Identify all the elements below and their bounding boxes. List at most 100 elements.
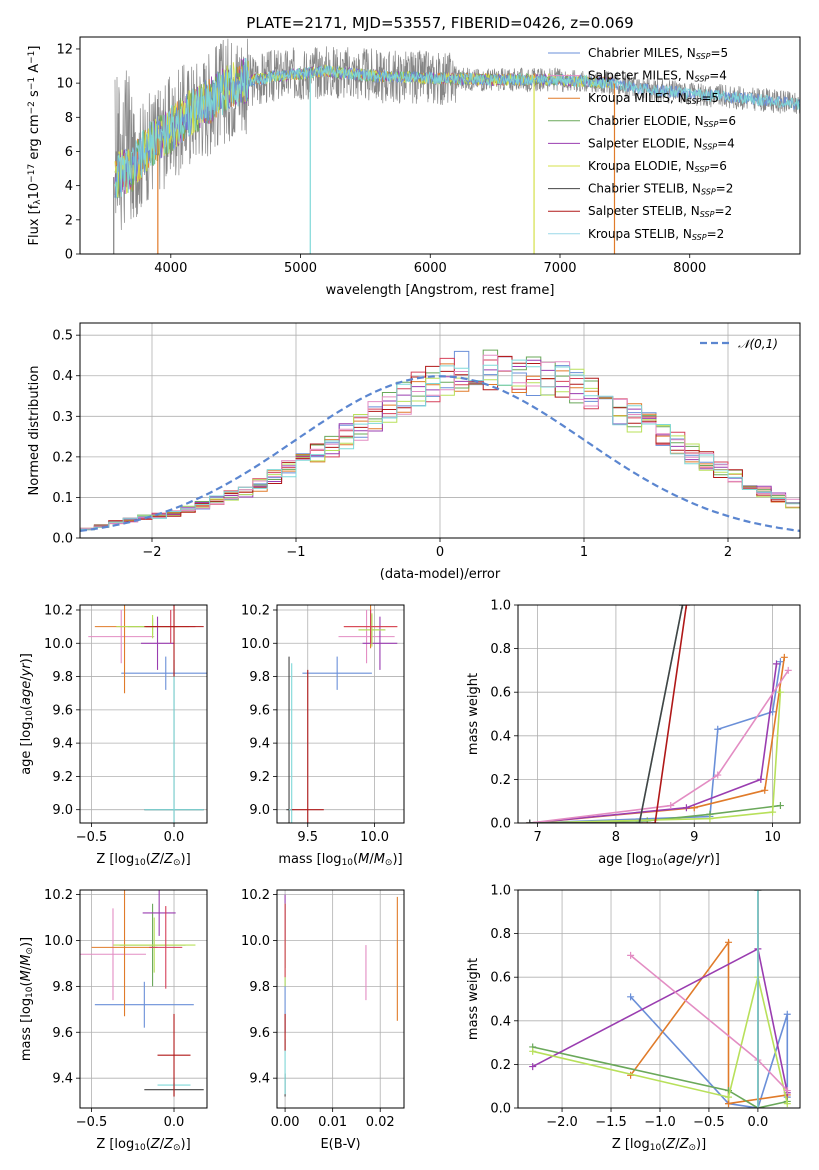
weight-point-marker: [679, 605, 686, 609]
weight-point-marker: [627, 951, 635, 959]
y-tick-label: 9.6: [52, 1026, 73, 1041]
y-tick-label: 0.0: [490, 1102, 511, 1117]
weight-point-marker: [757, 775, 765, 783]
weight-point-marker: [776, 658, 784, 666]
y-tick-label: 10.2: [44, 888, 73, 903]
y-tick-label: 10.0: [44, 934, 73, 949]
y-tick-label: 0.2: [490, 773, 511, 788]
y-tick-label: 9.4: [249, 737, 270, 752]
weight-series-line: [630, 996, 789, 1108]
y-axis-label: mass weight: [466, 673, 481, 755]
histogram-step: [80, 359, 800, 538]
weight-point-marker: [780, 653, 788, 661]
x-axis-label: (data-model)/error: [380, 567, 501, 582]
x-tick-label: 1: [580, 545, 588, 560]
x-tick-label: −2: [142, 545, 161, 560]
x-tick-label: 7000: [543, 261, 576, 276]
weight-series-line: [529, 669, 789, 823]
weight-point-marker: [529, 1063, 537, 1071]
x-axis-label: mass [log10(M/M⊙)]: [278, 852, 402, 868]
weight-point-marker: [725, 1093, 733, 1101]
y-tick-label: 10.0: [241, 934, 270, 949]
weight-point-marker: [725, 1100, 733, 1108]
y-tick-label: 10.2: [44, 603, 73, 618]
legend-label: Salpeter MILES, NSSP=4: [588, 69, 727, 84]
chart-title: PLATE=2171, MJD=53557, FIBERID=0426, z=0…: [246, 14, 633, 32]
weight-point-marker: [773, 660, 780, 668]
y-tick-label: 0.4: [490, 729, 511, 744]
y-tick-label: 0.6: [490, 971, 511, 986]
x-axis-label: Z [log10(Z/Z⊙)]: [96, 1137, 190, 1153]
panel-weight-vs-Z: −2.0 −1.5 −1.0 −0.5 0.0 0.0 0.2 0.4 0.6 0.8 1.0 Z […: [466, 884, 801, 1153]
x-tick-label: 5000: [284, 261, 317, 276]
y-tick-label: 0.8: [490, 642, 511, 657]
x-tick-label: 9: [690, 830, 698, 845]
weight-point-marker: [667, 802, 675, 810]
weight-point-marker: [769, 808, 777, 816]
x-tick-label: 9.5: [297, 830, 318, 845]
weight-series-line: [529, 657, 786, 823]
y-tick-label: 9.0: [249, 803, 270, 818]
weight-point-marker: [627, 993, 635, 1001]
x-tick-label: 0.0: [164, 830, 185, 845]
x-tick-label: 10.0: [360, 830, 389, 845]
y-tick-label: 0.0: [490, 817, 511, 832]
x-tick-label: 0.01: [318, 1115, 347, 1130]
x-tick-label: −0.5: [693, 1115, 725, 1130]
x-axis-label: age [log10(age/yr)]: [598, 852, 720, 868]
x-tick-label: 0.02: [366, 1115, 395, 1130]
x-tick-label: −1.5: [595, 1115, 627, 1130]
y-tick-label: 9.4: [249, 1072, 270, 1087]
y-tick-label: 9.6: [249, 1026, 270, 1041]
weight-series-line: [529, 605, 688, 823]
x-tick-label: 0.0: [748, 1115, 769, 1130]
histogram-step: [80, 354, 800, 538]
x-tick-label: −1.0: [644, 1115, 676, 1130]
y-axis-label: age [log10(age/yr)]: [19, 653, 35, 775]
x-tick-label: 4000: [154, 261, 187, 276]
x-tick-label: 7: [533, 830, 541, 845]
y-tick-label: 9.6: [249, 703, 270, 718]
y-tick-label: 12: [56, 42, 73, 57]
plot-area-weight-vs-Z: [529, 890, 791, 1108]
weight-point-marker: [635, 819, 643, 823]
y-tick-label: 0.1: [52, 491, 73, 506]
observed-spectrum-line: [114, 38, 800, 231]
weight-point-marker: [651, 819, 659, 823]
x-tick-label: 8: [612, 830, 620, 845]
y-tick-label: 0.0: [52, 532, 73, 547]
x-axis-label: wavelength [Angstrom, rest frame]: [326, 283, 555, 298]
plot-area-weight-vs-age: [526, 605, 792, 823]
y-axis-label: mass [log10(M/M⊙)]: [19, 937, 35, 1061]
y-tick-label: 9.4: [52, 737, 73, 752]
weight-point-marker: [783, 1087, 791, 1095]
y-tick-label: 10.2: [241, 888, 270, 903]
weight-point-marker: [783, 1010, 791, 1018]
weight-series-line: [529, 605, 684, 823]
weight-point-marker: [754, 890, 762, 894]
y-tick-label: 10: [56, 77, 73, 92]
weight-point-marker: [761, 786, 769, 794]
panel-spectrum: 4000 5000 6000 7000 8000 0 2 4 6 8 10 12 Chabrier MI…: [27, 14, 801, 298]
y-tick-label: 0.4: [490, 1014, 511, 1029]
axes-frame: [79, 604, 208, 824]
y-tick-label: 6: [65, 145, 73, 160]
panel-histogram: −2 −1 0 1 2 0.0 0.1 0.2 0.3 0.4 0.5 𝒩(0,1) (data-mod…: [27, 322, 801, 582]
weight-point-marker: [714, 771, 722, 779]
y-tick-label: 1.0: [490, 884, 511, 899]
legend-label: Kroupa STELIB, NSSP=2: [588, 227, 724, 242]
panel-mass-vs-Z: −0.5 0.0 9.4 9.6 9.8 10.0 10.2 Z [log10(Z/Z⊙)] m…: [19, 888, 208, 1153]
weight-point-marker: [714, 725, 722, 733]
y-tick-label: 9.8: [249, 980, 270, 995]
y-tick-label: 2: [65, 213, 73, 228]
legend-label: Chabrier STELIB, NSSP=2: [588, 182, 733, 197]
x-tick-label: 0.00: [271, 1115, 300, 1130]
x-tick-label: −1: [286, 545, 305, 560]
axes-frame: [79, 322, 801, 539]
y-axis-label: mass weight: [466, 958, 481, 1040]
x-tick-label: 8000: [673, 261, 706, 276]
x-tick-label: 2: [724, 545, 732, 560]
y-tick-label: 0.8: [490, 927, 511, 942]
weight-point-marker: [754, 1104, 762, 1108]
